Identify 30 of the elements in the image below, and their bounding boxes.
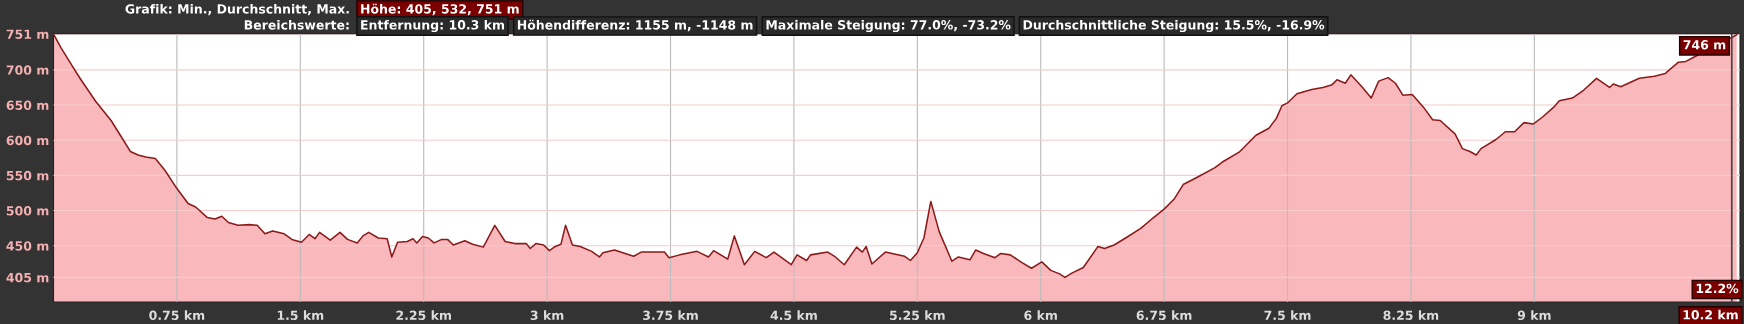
x-tick-label: 5.25 km [890,310,945,321]
x-tick-label: 4.5 km [770,310,817,321]
y-tick-label: 700 m [6,65,49,75]
annotation: 746 m [1683,40,1726,50]
x-tick-label: 3 km [530,310,564,321]
y-tick-label: 550 m [6,170,49,181]
text: Höhe: 405, 532, 751 m [361,3,519,16]
text: Maximale Steigung: 77.0%, -73.2% [766,19,1011,33]
x-tick-label: 6.75 km [1136,310,1192,321]
annotation: 12.2% [1696,283,1739,294]
y-tick-label: 650 m [6,100,49,110]
y-tick-label: 500 m [6,206,49,216]
x-tick-label: 0.75 km [149,310,205,321]
ref-line-label: 10.2 km [1683,309,1738,320]
x-tick-label: 6 km [1024,310,1057,321]
text: Entfernung: 10.3 km [361,19,505,33]
x-tick-label: 3.75 km [643,310,698,321]
text: Höhendifferenz: 1155 m, -1148 m [517,19,753,32]
chart-title: Grafik: Min., Durchschnitt, Max. [125,3,349,16]
chart-subtitle: Bereichswerte: [244,19,349,30]
x-tick-label: 8.25 km [1383,310,1439,321]
y-tick-label: 450 m [6,241,49,251]
x-tick-label: 9 km [1517,310,1551,321]
x-tick-label: 2.25 km [396,310,451,321]
text: Durchschnittliche Steigung: 15.5%, -16.9% [1023,19,1325,33]
y-tick-label: 405 m [6,272,49,283]
y-tick-label: 751 m [6,29,49,39]
y-tick-label: 600 m [6,135,49,146]
x-tick-label: 7.5 km [1264,310,1311,321]
x-tick-label: 1.5 km [277,310,324,321]
